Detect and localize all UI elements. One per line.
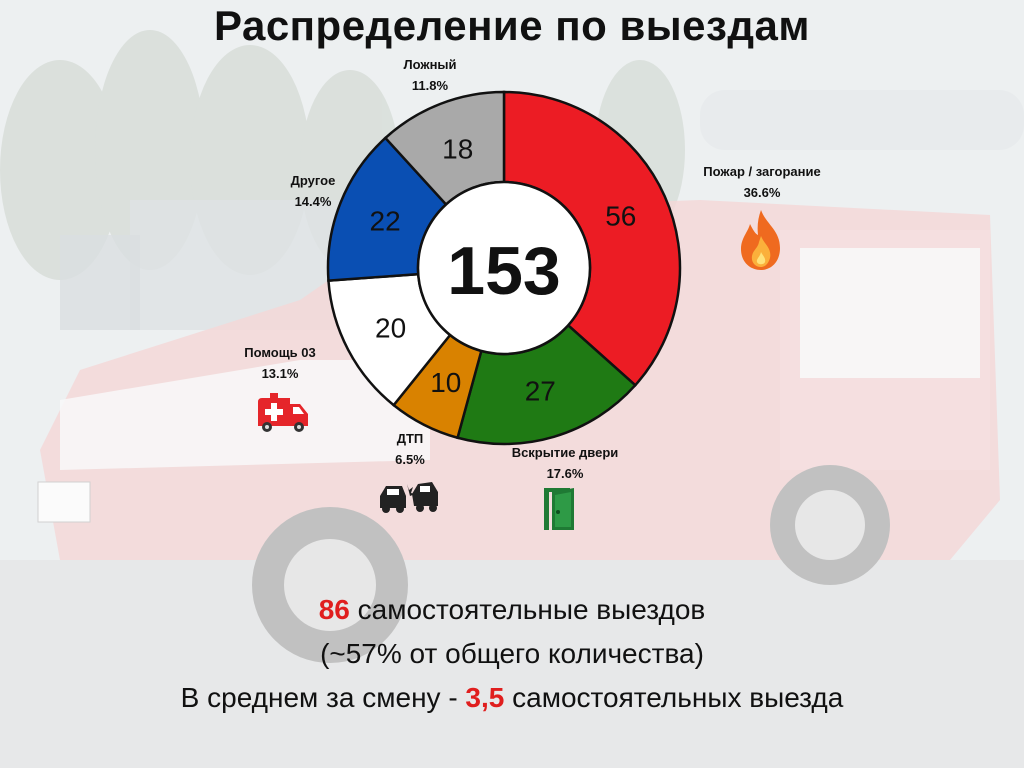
independent-count: 86 <box>318 594 350 625</box>
category-label-door: Вскрытие двери 17.6% <box>511 445 619 481</box>
summary-line-2: (~57% от общего количества) <box>320 638 704 669</box>
summary-text: 86 самостоятельные выездов (~57% от обще… <box>0 588 1024 720</box>
per-shift-average: 3,5 <box>465 682 505 713</box>
slice-value-label-4: 22 <box>370 206 401 237</box>
door-icon <box>544 488 574 530</box>
car-crash-icon <box>380 482 438 513</box>
ambulance-icon <box>258 393 308 432</box>
summary-line-1: 86 самостоятельные выездов <box>318 594 706 625</box>
slice-value-label-0: 56 <box>605 201 636 232</box>
fire-icon <box>741 210 780 270</box>
slice-value-label-2: 10 <box>430 367 461 398</box>
center-total: 153 <box>447 233 560 309</box>
summary-line-3: В среднем за смену - 3,5 самостоятельных… <box>180 682 844 713</box>
slice-value-label-1: 27 <box>525 376 556 407</box>
category-label-help: Помощь 03 13.1% <box>244 345 316 381</box>
category-label-dtp: ДТП 6.5% <box>395 431 425 467</box>
category-label-other: Другое 14.4% <box>290 173 336 209</box>
slice-value-label-5: 18 <box>442 134 473 165</box>
slice-value-label-3: 20 <box>375 312 406 343</box>
category-label-false: Ложный 11.8% <box>403 57 457 93</box>
donut-hole <box>416 180 592 356</box>
page-title: Распределение по выездам <box>214 2 810 49</box>
category-label-fire: Пожар / загорание 36.6% <box>703 164 821 200</box>
